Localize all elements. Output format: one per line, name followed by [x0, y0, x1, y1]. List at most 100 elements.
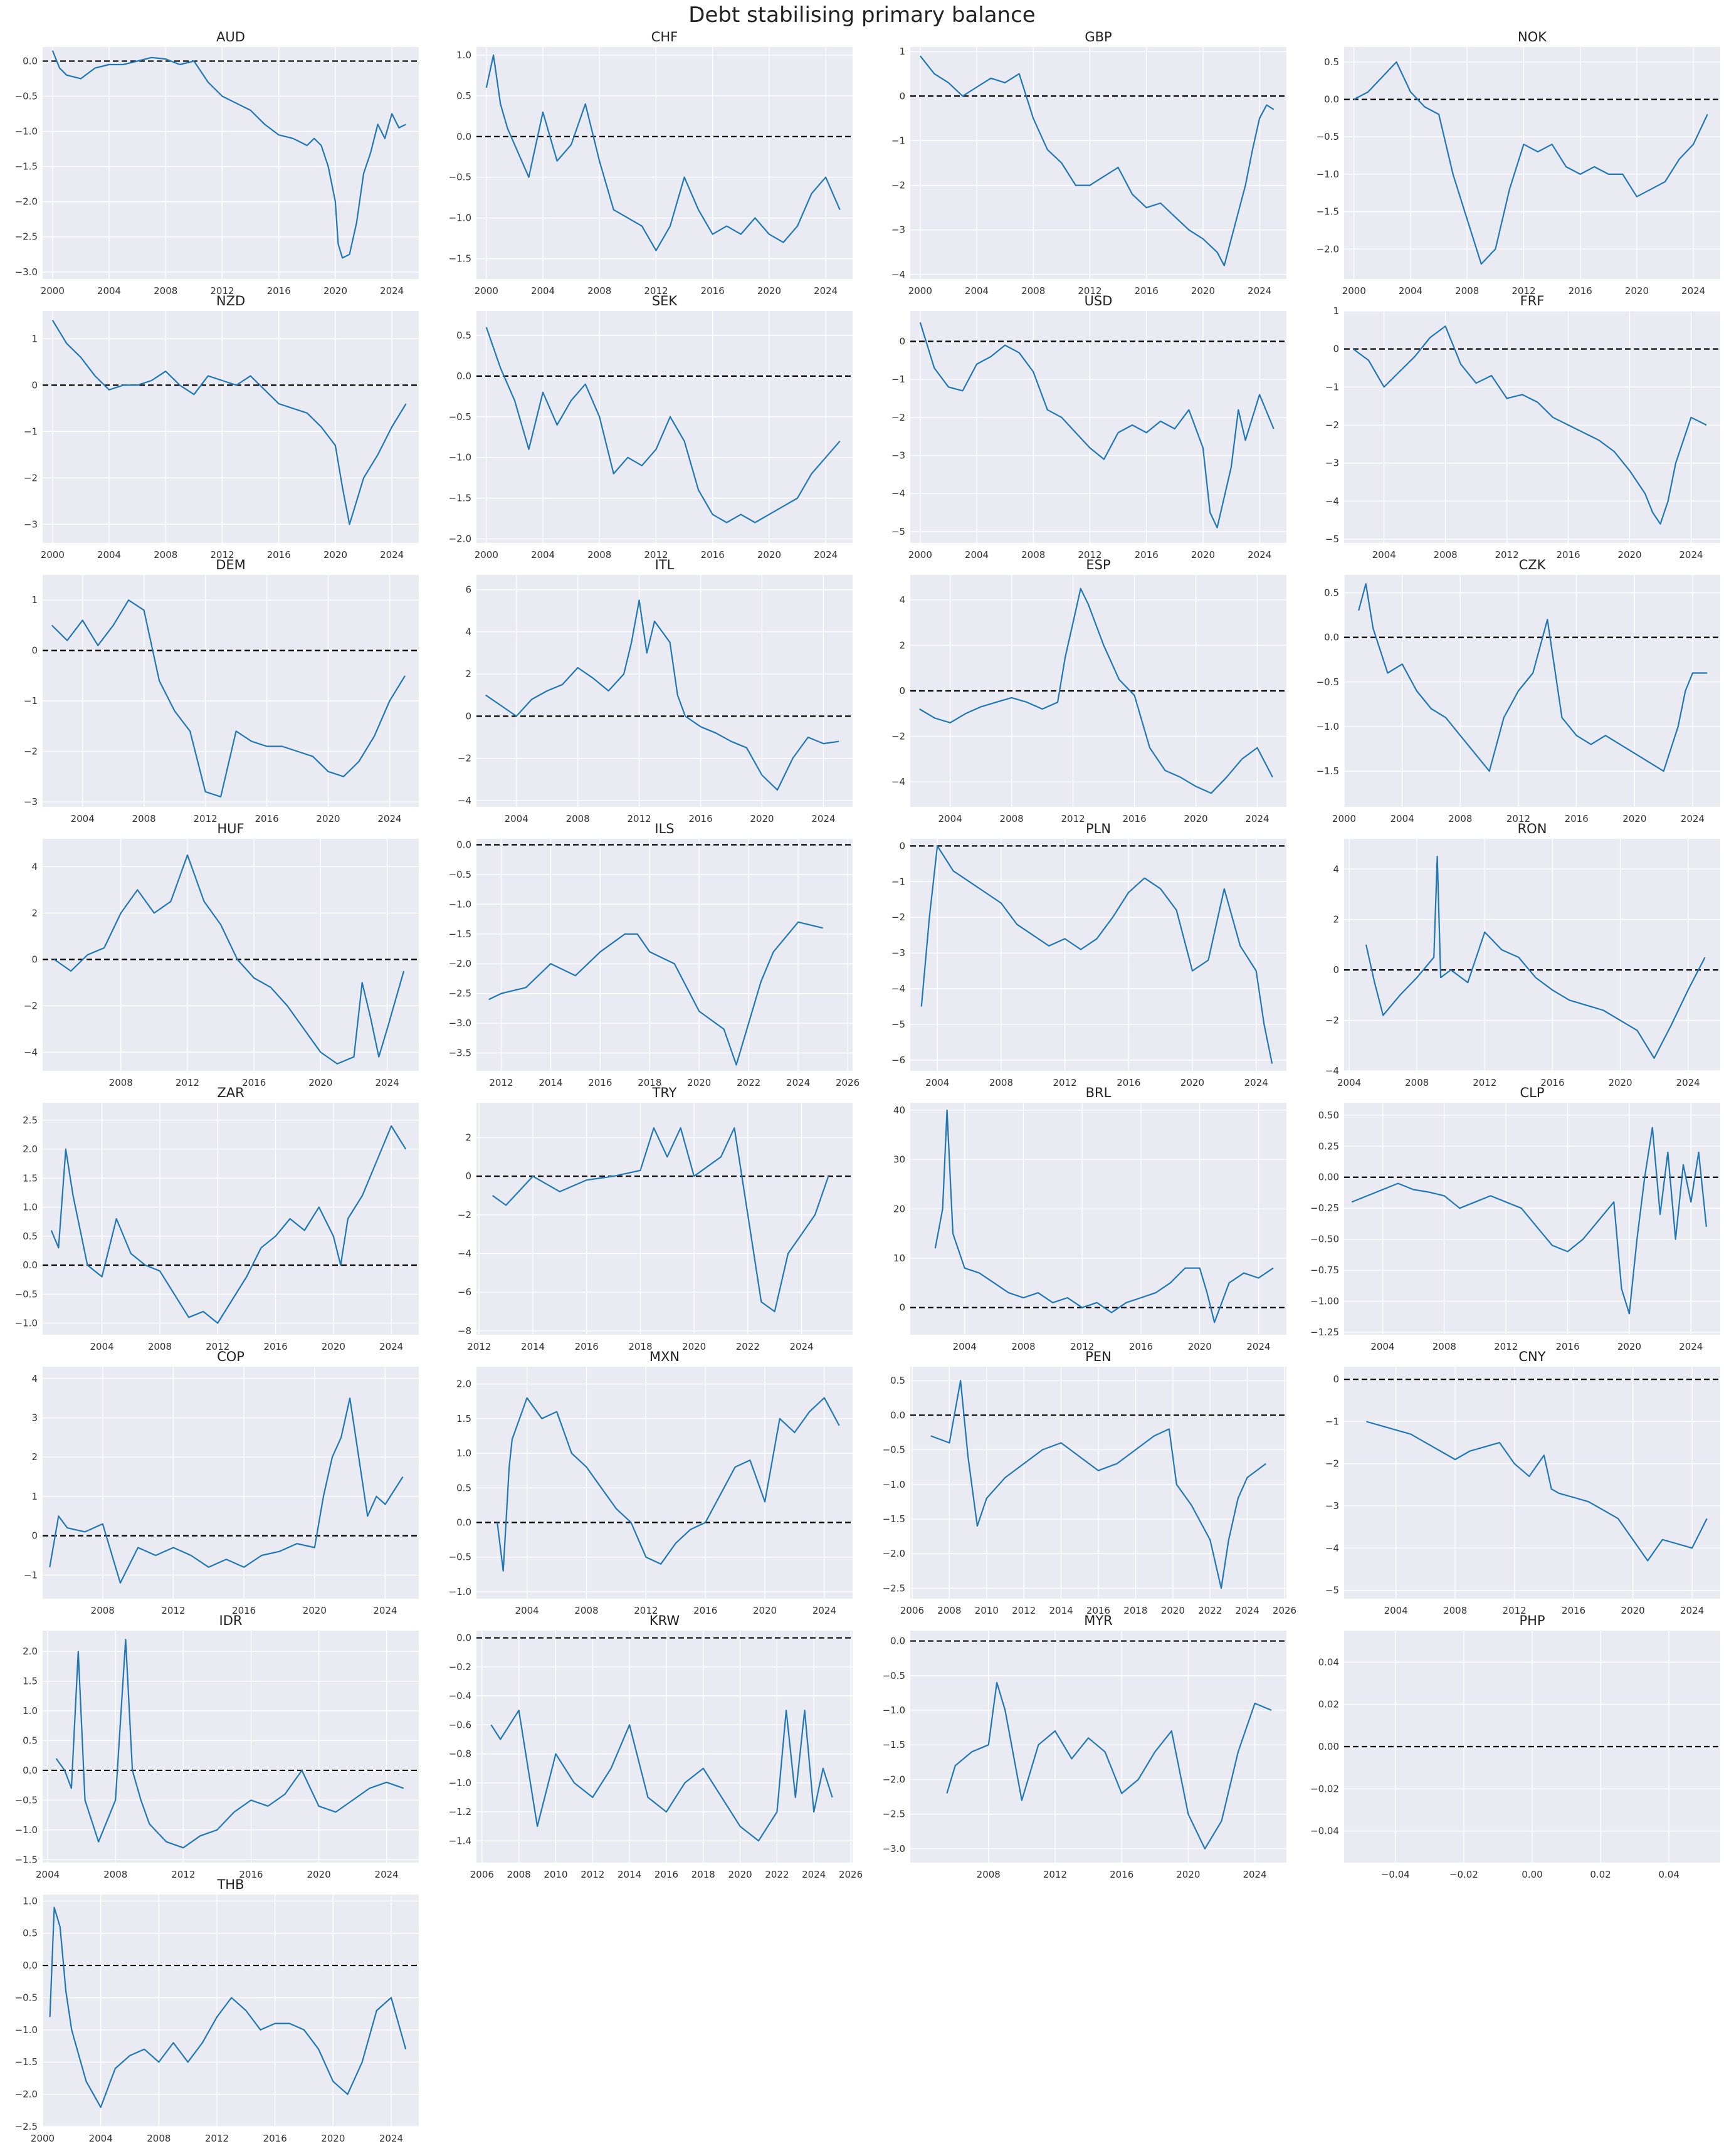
- x-tick-label: 2012: [1078, 549, 1101, 560]
- x-tick-label: 2024: [1248, 549, 1271, 560]
- y-tick-label: −3: [24, 518, 38, 530]
- chart-svg: 2004 2008 2012 2016 2020 2024 4 2 0 −2 −4: [891, 575, 1286, 824]
- x-tick-label: 2000: [41, 285, 65, 297]
- x-tick-label: 2024: [1248, 285, 1271, 297]
- series-line: [930, 1380, 1266, 1589]
- y-tick-label: −0.5: [449, 411, 471, 423]
- plot-area: 2006 2008 2010 2012 2014 2016 2018 2020 2022 2024…: [449, 1631, 863, 1880]
- x-tick-label: 2024: [1680, 1605, 1704, 1616]
- y-tick-label: 2: [1333, 914, 1339, 925]
- axes-background: [476, 311, 853, 543]
- chart-svg: 2004 2008 2012 2016 2020 2024 4 2 0 −2 −4: [1325, 839, 1720, 1088]
- chart-title: MXN: [649, 1349, 680, 1364]
- x-tick-label: 2016: [263, 2133, 287, 2144]
- x-tick-label: 2016: [267, 549, 291, 560]
- x-tick-label: 2010: [544, 1869, 567, 1880]
- y-tick-label: −2: [1325, 1015, 1339, 1026]
- y-tick-label: −1.5: [883, 1739, 905, 1750]
- y-tick-label: −0.25: [1310, 1202, 1339, 1214]
- plot-area: 2000 2004 2008 2012 2016 2020 2024 0.5 0.0 −0.5 −1…: [449, 311, 853, 560]
- y-tick-label: 0: [31, 645, 38, 656]
- x-tick-label: 2016: [1555, 1341, 1579, 1352]
- y-tick-label: −1.4: [449, 1835, 471, 1846]
- x-tick-label: 2012: [634, 1605, 658, 1616]
- plot-area: 2004 2008 2012 2016 2020 2024 4 2 0 −2 −4: [1325, 839, 1720, 1088]
- x-tick-label: 2014: [521, 1341, 545, 1352]
- x-tick-label: 2000: [31, 2133, 55, 2144]
- y-tick-label: 0.0: [456, 1517, 471, 1528]
- x-tick-label: 2012: [1053, 1077, 1077, 1088]
- y-tick-label: 0: [899, 1302, 905, 1313]
- axes-background: [43, 311, 419, 543]
- chart-svg: 2012 2014 2016 2018 2020 2022 2024 2 0 −2 −4 −6 −8: [458, 1103, 853, 1352]
- axes-background: [476, 1631, 853, 1863]
- y-tick-label: −3.0: [883, 1843, 905, 1854]
- x-tick-label: 2024: [802, 1869, 826, 1880]
- y-tick-label: −2: [891, 412, 905, 423]
- y-tick-label: −1.0: [883, 1479, 905, 1490]
- y-tick-label: 0: [1333, 1374, 1339, 1385]
- x-tick-label: 2004: [515, 1605, 539, 1616]
- plot-area: 2000 2004 2008 2012 2016 2020 2024 0 −1 −2 −3 −4 −5: [891, 311, 1286, 560]
- y-tick-label: −2: [1325, 419, 1339, 431]
- x-tick-label: 0.04: [1658, 1869, 1679, 1880]
- x-tick-label: 2016: [242, 1077, 266, 1088]
- axes-background: [910, 1103, 1286, 1335]
- x-tick-label: 2024: [1245, 813, 1269, 824]
- y-tick-label: −0.5: [15, 1794, 38, 1806]
- chart-title: BRL: [1085, 1085, 1112, 1100]
- y-tick-label: 0.0: [23, 1259, 38, 1271]
- x-tick-label: 2016: [1086, 1605, 1110, 1616]
- chart-panel-zar: ZAR 2004 2008 2012 2016 2020 2024 2.5 2.0 1.5 1.0 0…: [0, 1085, 425, 1356]
- chart-panel-nok: NOK 2000 2004 2008 2012 2016 2020 2024 0.5 0.0 −0.…: [1300, 29, 1724, 300]
- x-tick-label: 2004: [531, 549, 555, 560]
- x-tick-label: 2020: [1180, 1077, 1204, 1088]
- y-tick-label: −0.04: [1310, 1826, 1339, 1837]
- x-tick-label: 2014: [539, 1077, 562, 1088]
- x-tick-label: 2016: [575, 1341, 599, 1352]
- y-tick-label: −1.0: [883, 1705, 905, 1716]
- y-tick-label: 2.0: [456, 1379, 471, 1390]
- axes-background: [476, 1103, 853, 1335]
- y-tick-label: −0.5: [449, 1552, 471, 1563]
- y-tick-label: −0.50: [1310, 1234, 1339, 1245]
- y-tick-label: −6: [458, 1286, 471, 1298]
- chart-panel-itl: ITL 2004 2008 2012 2016 2020 2024 6 4 2 0 −2 −4: [433, 557, 859, 828]
- y-tick-label: −1.0: [15, 2024, 38, 2036]
- plot-area: 2000 2004 2008 2012 2016 2020 2024 0.5 0.0 −0.5 −1…: [1317, 575, 1720, 824]
- chart-title: ITL: [654, 557, 675, 572]
- x-tick-label: 2020: [1617, 549, 1641, 560]
- axes-background: [43, 575, 419, 807]
- y-tick-label: 0.0: [890, 1636, 905, 1647]
- x-tick-label: 2004: [97, 549, 121, 560]
- y-tick-label: 0.50: [1318, 1110, 1339, 1121]
- x-tick-label: 2012: [1012, 1605, 1036, 1616]
- y-tick-label: −1: [891, 135, 905, 146]
- y-tick-label: −0.5: [15, 1992, 38, 2003]
- x-tick-label: 2016: [1540, 1077, 1564, 1088]
- x-tick-label: 2024: [379, 1341, 403, 1352]
- y-tick-label: −3: [1325, 458, 1339, 469]
- y-tick-label: −4: [891, 776, 905, 787]
- x-tick-label: 2016: [1122, 813, 1146, 824]
- x-tick-label: 2018: [638, 1077, 661, 1088]
- y-tick-label: −1.5: [883, 1513, 905, 1525]
- axes-background: [476, 839, 853, 1071]
- axes-background: [910, 839, 1286, 1071]
- series-line: [49, 1397, 404, 1584]
- y-tick-label: 1.5: [456, 1413, 471, 1424]
- y-tick-label: −3.0: [449, 1018, 471, 1029]
- y-tick-label: 0.5: [23, 1928, 38, 1939]
- x-tick-label: 2000: [475, 285, 498, 297]
- series-line: [51, 50, 407, 259]
- series-line: [1353, 61, 1708, 265]
- chart-panel-pen: PEN 2006 2008 2010 2012 2014 2016 2018 2020 2022 2…: [866, 1349, 1297, 1620]
- chart-panel-php: PHP −0.04 −0.02 0.00 0.02 0.04 0.04 0.02 0.00 −0.…: [1300, 1613, 1724, 1884]
- y-tick-label: −1: [1325, 1416, 1339, 1427]
- x-tick-label: 2008: [989, 1077, 1013, 1088]
- y-tick-label: 0: [1333, 344, 1339, 355]
- y-tick-label: 0.04: [1318, 1656, 1339, 1668]
- chart-panel-pln: PLN 2004 2008 2012 2016 2020 2024 0 −1 −2 −3 −4 −5 −6: [866, 821, 1293, 1092]
- chart-svg: 2000 2004 2008 2012 2016 2020 2024 0.5 0.0 −0.5 −1…: [1317, 575, 1720, 824]
